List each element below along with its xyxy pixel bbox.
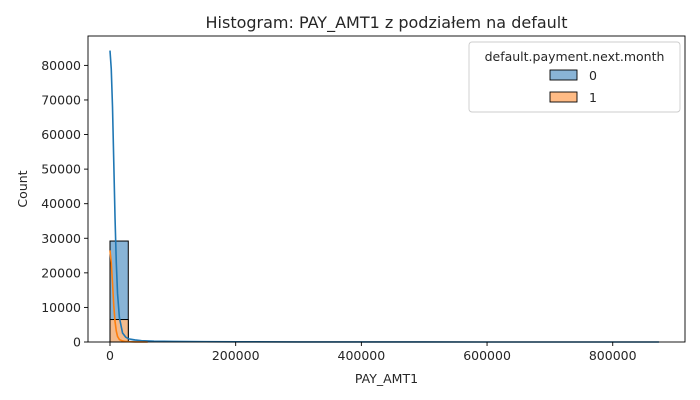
legend: default.payment.next.month 0 1 xyxy=(468,41,681,113)
y-tick-label: 30000 xyxy=(41,231,81,246)
y-tick-label: 70000 xyxy=(41,92,81,107)
chart-title: Histogram: PAY_AMT1 z podziałem na defau… xyxy=(206,13,568,33)
legend-label-0: 0 xyxy=(589,68,597,83)
y-tick-label: 0 xyxy=(73,335,81,350)
y-tick-label: 80000 xyxy=(41,58,81,73)
y-axis-ticks: 0 10000 20000 30000 40000 50000 60000 70000 8000… xyxy=(41,58,88,350)
x-tick-label: 400000 xyxy=(338,348,386,363)
legend-swatch-1 xyxy=(549,91,578,103)
plot-frame xyxy=(87,35,686,343)
y-tick-label: 10000 xyxy=(41,300,81,315)
series-0-bars xyxy=(109,240,659,343)
legend-title: default.payment.next.month xyxy=(485,49,665,64)
legend-swatch-0 xyxy=(549,69,578,81)
y-tick-label: 60000 xyxy=(41,127,81,142)
x-tick-label: 0 xyxy=(106,348,114,363)
x-tick-label: 200000 xyxy=(212,348,260,363)
y-axis-label: Count xyxy=(15,170,30,207)
y-tick-label: 20000 xyxy=(41,265,81,280)
legend-label-1: 1 xyxy=(589,90,597,105)
x-tick-label: 600000 xyxy=(463,348,511,363)
x-axis-ticks: 0 200000 400000 600000 800000 xyxy=(106,342,637,363)
y-tick-label: 50000 xyxy=(41,162,81,177)
y-tick-label: 40000 xyxy=(41,196,81,211)
x-axis-label: PAY_AMT1 xyxy=(355,371,418,386)
x-tick-label: 800000 xyxy=(589,348,637,363)
